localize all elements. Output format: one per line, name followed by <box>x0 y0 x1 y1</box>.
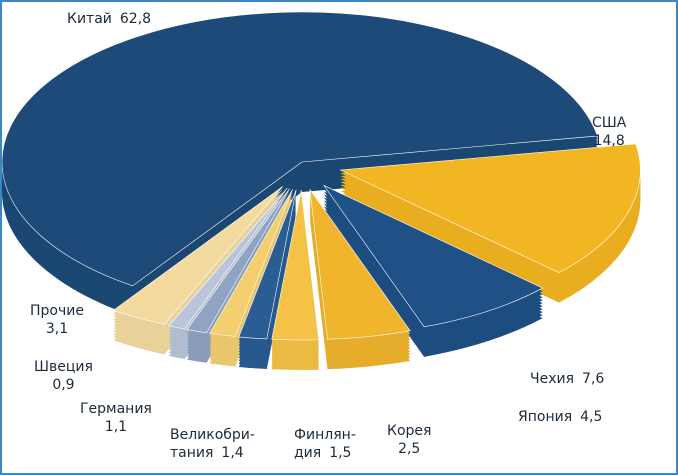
slice <box>309 189 411 340</box>
value-label: 1,5 <box>329 445 352 461</box>
slice-label: Великобри- тания 1,4 <box>170 426 255 462</box>
category-label: Германия <box>80 401 152 417</box>
category-label: Китай <box>67 11 112 27</box>
category-label: Великобри- тания <box>170 427 255 461</box>
category-label: Чехия <box>530 371 575 387</box>
slice-label: Корея 2,5 <box>387 422 431 458</box>
category-label: Швеция <box>34 359 93 375</box>
slice <box>322 184 544 328</box>
slice-label: Германия 1,1 <box>80 400 152 436</box>
value-label: 14,8 <box>593 133 625 149</box>
slice-label: Прочие 3,1 <box>30 302 84 338</box>
slice-label: Швеция 0,9 <box>34 358 93 394</box>
slice <box>238 189 297 340</box>
value-label: 1,4 <box>221 445 244 461</box>
slice-label: США 14,8 <box>592 114 626 150</box>
value-label: 3,1 <box>45 321 69 337</box>
slice-label: Япония 4,5 <box>518 408 602 426</box>
value-label: 4,5 <box>580 409 603 425</box>
slice <box>209 189 293 337</box>
slice <box>271 189 320 341</box>
slice <box>2 11 598 287</box>
category-label: Прочие <box>30 303 84 319</box>
slice-label: Китай 62,8 <box>67 10 151 28</box>
value-label: 1,1 <box>104 419 128 435</box>
category-label: Япония <box>518 409 573 425</box>
category-label: США <box>592 115 627 131</box>
slice-label: Финлян- дия 1,5 <box>294 426 356 462</box>
slice <box>339 143 641 273</box>
value-label: 7,6 <box>582 371 605 387</box>
slice <box>168 187 288 330</box>
value-label: 0,9 <box>52 377 75 393</box>
slice <box>186 188 290 334</box>
slice-label: Чехия 7,6 <box>530 370 604 388</box>
value-label: 2,5 <box>398 441 421 457</box>
category-label: Корея <box>387 423 432 439</box>
slice <box>112 186 283 325</box>
value-label: 62,8 <box>119 11 152 27</box>
category-label: Финлян- дия <box>294 427 356 461</box>
